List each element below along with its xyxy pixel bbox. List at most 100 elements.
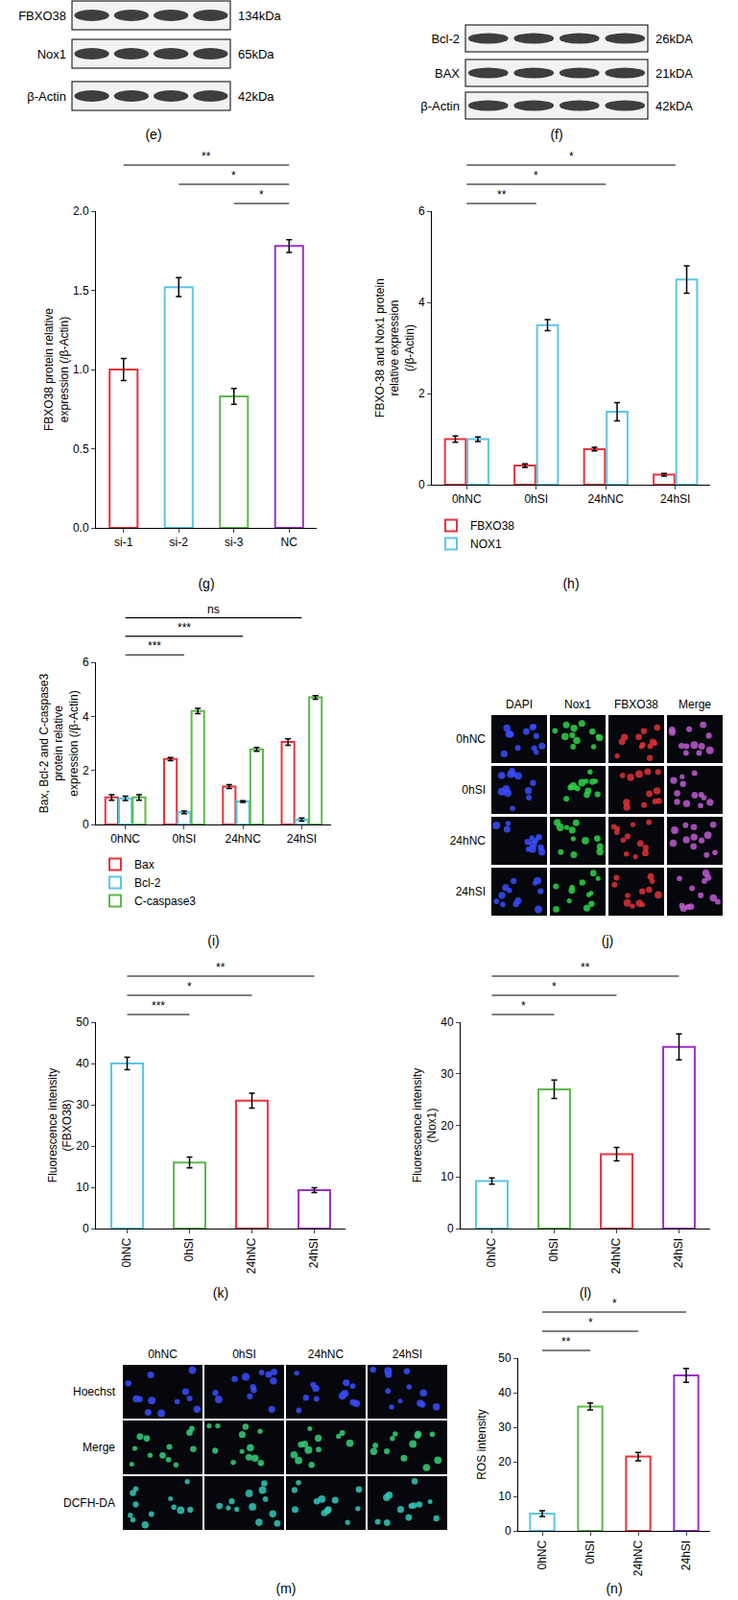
svg-text:24hSI: 24hSI [286, 832, 317, 846]
svg-text:*: * [551, 979, 557, 994]
svg-text:24hSI: 24hSI [660, 492, 691, 506]
svg-text:*: * [588, 1315, 594, 1330]
svg-text:**: ** [561, 1334, 572, 1349]
svg-text:NC: NC [281, 535, 299, 549]
svg-text:24hNC: 24hNC [450, 833, 487, 848]
svg-text:si-2: si-2 [169, 535, 190, 549]
svg-text:C-caspase3: C-caspase3 [134, 894, 196, 908]
svg-text:BAX: BAX [434, 66, 460, 81]
svg-text:0hNC: 0hNC [147, 1347, 178, 1361]
svg-text:Merge: Merge [678, 697, 712, 712]
svg-text:24hNC: 24hNC [631, 1539, 645, 1576]
svg-text:FBXO-38 and Nox1 proteinrelati: FBXO-38 and Nox1 proteinrelative express… [373, 278, 417, 418]
svg-text:24hNC: 24hNC [244, 1237, 259, 1274]
svg-text:***: *** [177, 620, 191, 635]
svg-text:134kDa: 134kDa [238, 8, 283, 24]
svg-text:20: 20 [498, 1454, 512, 1469]
svg-text:24hNC: 24hNC [308, 1347, 345, 1361]
svg-text:24hSI: 24hSI [455, 884, 486, 899]
svg-text:DAPI: DAPI [505, 697, 533, 712]
svg-text:0hSI: 0hSI [523, 492, 548, 506]
svg-text:si-1: si-1 [114, 535, 134, 549]
svg-text:NOX1: NOX1 [470, 537, 502, 551]
svg-text:6: 6 [82, 655, 90, 669]
svg-text:0hNC: 0hNC [455, 732, 486, 746]
svg-text:50: 50 [498, 1351, 512, 1365]
svg-text:*: * [231, 168, 237, 183]
svg-text:*: * [569, 149, 574, 164]
svg-text:Bax, Bcl-2 and C-caspase3prote: Bax, Bcl-2 and C-caspase3protein relativ… [37, 672, 81, 813]
svg-text:0.5: 0.5 [72, 442, 90, 456]
svg-text:40: 40 [75, 1056, 90, 1071]
svg-text:*: * [187, 979, 192, 994]
svg-text:0.0: 0.0 [72, 521, 90, 535]
svg-text:0: 0 [82, 1221, 90, 1236]
svg-text:4: 4 [82, 710, 90, 724]
svg-text:24hNC: 24hNC [588, 492, 625, 506]
svg-text:Nox1: Nox1 [37, 47, 67, 62]
svg-text:50: 50 [75, 1015, 90, 1029]
svg-text:0hSI: 0hSI [583, 1540, 597, 1565]
svg-text:0hNC: 0hNC [110, 832, 141, 846]
svg-text:0: 0 [504, 1523, 512, 1538]
svg-text:24hSI: 24hSI [671, 1237, 686, 1268]
svg-text:30: 30 [75, 1097, 90, 1112]
svg-text:0hSI: 0hSI [547, 1237, 561, 1262]
svg-text:40: 40 [440, 1015, 454, 1029]
svg-text:2: 2 [82, 763, 90, 778]
svg-text:β-Actin: β-Actin [26, 89, 67, 104]
svg-text:30: 30 [498, 1420, 512, 1434]
svg-text:0hSI: 0hSI [461, 783, 486, 797]
svg-text:65kDa: 65kDa [238, 47, 275, 62]
svg-text:Nox1: Nox1 [564, 697, 592, 712]
svg-text:30: 30 [440, 1067, 454, 1081]
svg-text:2: 2 [418, 386, 426, 401]
svg-text:0hSI: 0hSI [182, 1237, 196, 1262]
svg-text:0hSI: 0hSI [172, 832, 197, 846]
svg-text:Bcl-2: Bcl-2 [430, 31, 460, 47]
svg-text:Bax: Bax [134, 857, 155, 872]
svg-text:FBXO38: FBXO38 [470, 519, 515, 533]
svg-text:10: 10 [498, 1489, 512, 1503]
svg-text:β-Actin: β-Actin [420, 98, 460, 114]
svg-text:24hNC: 24hNC [224, 832, 262, 846]
svg-text:1.0: 1.0 [72, 362, 90, 377]
svg-text:24hSI: 24hSI [392, 1347, 423, 1361]
svg-text:2.0: 2.0 [72, 204, 90, 218]
svg-text:0hNC: 0hNC [452, 492, 482, 506]
svg-text:40: 40 [498, 1385, 512, 1400]
svg-text:FBXO38 protein relativeexpress: FBXO38 protein relativeexpression (/β-Ac… [42, 308, 72, 431]
svg-text:**: ** [201, 149, 212, 164]
svg-text:0: 0 [82, 817, 90, 832]
svg-text:*: * [533, 168, 539, 183]
svg-text:0hNC: 0hNC [119, 1237, 134, 1267]
svg-text:24hSI: 24hSI [307, 1237, 321, 1268]
svg-text:ROS intensity: ROS intensity [475, 1408, 489, 1479]
svg-text:DCFH-DA: DCFH-DA [63, 1496, 116, 1510]
svg-text:42kDA: 42kDA [655, 98, 693, 114]
svg-text:0: 0 [418, 477, 426, 492]
svg-text:Fluorescence intensity(Nox1): Fluorescence intensity(Nox1) [410, 1068, 440, 1183]
svg-text:**: ** [497, 188, 507, 202]
svg-text:Fluorescence intensity(FBXO38): Fluorescence intensity(FBXO38) [46, 1068, 75, 1183]
svg-text:FBXO38: FBXO38 [614, 697, 659, 712]
svg-text:10: 10 [75, 1180, 90, 1194]
svg-text:6: 6 [418, 204, 426, 218]
svg-text:21kDA: 21kDA [655, 66, 693, 81]
svg-text:Bcl-2: Bcl-2 [134, 876, 162, 890]
svg-text:*: * [612, 1296, 618, 1310]
svg-text:20: 20 [75, 1139, 90, 1153]
svg-text:***: *** [147, 639, 162, 653]
svg-text:10: 10 [440, 1169, 454, 1184]
svg-text:FBXO38: FBXO38 [18, 8, 67, 24]
svg-text:ns: ns [207, 602, 220, 617]
svg-text:*: * [259, 188, 264, 202]
svg-text:0hNC: 0hNC [535, 1539, 549, 1570]
svg-text:0hNC: 0hNC [484, 1237, 499, 1267]
svg-text:*: * [521, 999, 526, 1013]
svg-text:0: 0 [447, 1221, 454, 1236]
svg-text:**: ** [215, 960, 226, 975]
svg-text:Hoechst: Hoechst [72, 1384, 117, 1399]
svg-text:20: 20 [440, 1118, 454, 1133]
svg-text:24hSI: 24hSI [679, 1540, 693, 1571]
